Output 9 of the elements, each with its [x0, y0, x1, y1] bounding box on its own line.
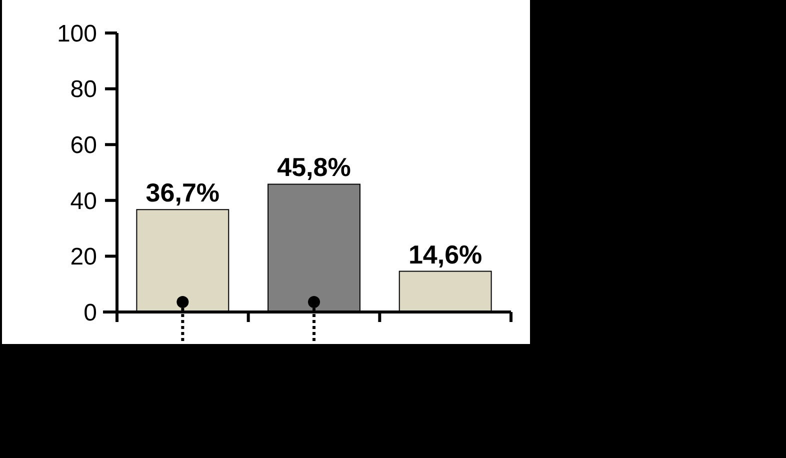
y-tick-label: 100	[56, 20, 97, 48]
data-label: 36,7%	[146, 178, 220, 208]
y-tick-label: 0	[84, 299, 97, 326]
y-tick-label: 20	[70, 244, 97, 271]
y-tick-label: 60	[70, 132, 97, 159]
y-tick-label: 40	[70, 188, 97, 215]
data-label: 14,6%	[408, 239, 482, 270]
data-label: 45,8%	[277, 152, 351, 182]
y-tick-label: 80	[70, 76, 97, 104]
